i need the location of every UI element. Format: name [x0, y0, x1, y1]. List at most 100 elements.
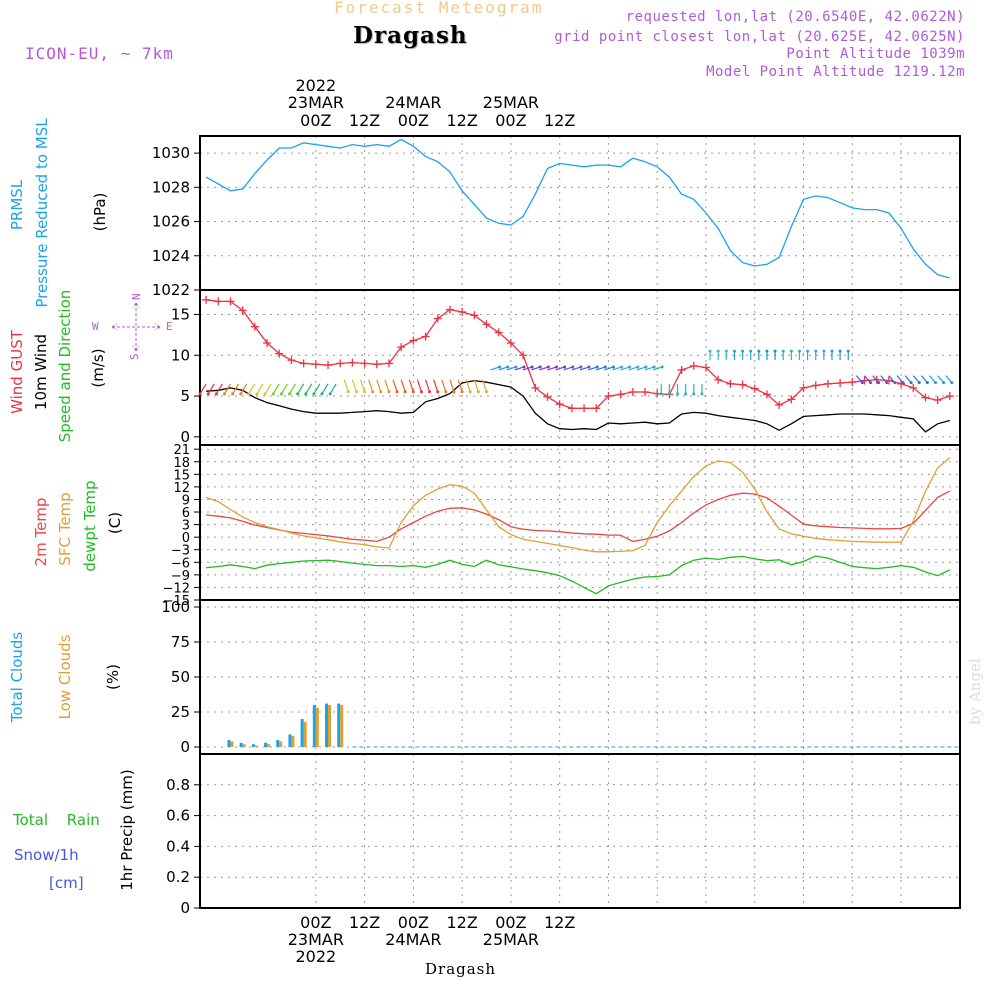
wind-arrow-head: [571, 365, 575, 369]
top-axis-label: 23MAR: [287, 93, 344, 112]
gust-point: [555, 400, 564, 409]
y-tick-label: 0: [180, 738, 190, 756]
wind-arrow: [359, 379, 366, 392]
wind-arrow: [368, 379, 374, 392]
wind-arrow-head: [773, 349, 777, 353]
wind-arrow-head: [395, 390, 399, 394]
series-line-sfc-temp: [205, 457, 951, 553]
wind-arrow-head: [860, 381, 864, 385]
bottom-axis-label: 25MAR: [482, 930, 540, 949]
low-clouds-bar: [291, 735, 295, 747]
wind-arrow: [652, 366, 663, 371]
y-tick-label: 21: [173, 443, 190, 458]
y-tick-label: 0.2: [166, 868, 190, 886]
gust-point: [275, 349, 284, 358]
wind-arrow-head: [484, 390, 488, 394]
y-tick-label: 6: [182, 506, 190, 521]
gust-point: [616, 390, 625, 399]
y-tick-label: 9: [182, 493, 190, 508]
wind-arrow-head: [595, 365, 599, 369]
wind-arrow-head: [428, 390, 432, 394]
low-clouds-bar: [279, 741, 283, 747]
bottom-axis-label: 23MAR: [287, 930, 344, 949]
gust-point: [482, 320, 491, 329]
y-tick-label: 0: [180, 899, 190, 917]
y-tick-label: 10: [171, 346, 190, 364]
wind-arrow-head: [222, 392, 226, 396]
top-axis-label: 00Z: [397, 111, 430, 130]
wind-arrow-head: [296, 392, 300, 396]
panel-frame: [199, 135, 961, 291]
wind-arrow: [547, 366, 557, 371]
wind-arrow-head: [263, 392, 267, 396]
temp-dewpt-label: dewpt Temp: [81, 480, 99, 571]
clouds-unit-label: (%): [104, 664, 122, 690]
wind-arrow: [490, 366, 500, 371]
wind-arrow-head: [452, 390, 456, 394]
wind-arrow-head: [546, 365, 550, 369]
gust-point: [409, 336, 418, 345]
wind-arrow-head: [279, 392, 283, 396]
wind-arrow: [449, 379, 455, 392]
wind-arrow: [223, 383, 231, 395]
wind-arrow-head: [587, 365, 591, 369]
wind-arrow-head: [950, 381, 954, 385]
wind-arrow: [579, 366, 590, 371]
wind-arrow-head: [684, 392, 688, 396]
wind-arrow-head: [749, 349, 753, 353]
gust-point: [324, 361, 333, 370]
wind-arrow: [937, 375, 945, 384]
requested-location: requested lon,lat (20.6540E, 42.0622N): [625, 9, 965, 25]
wind-arrow-head: [781, 349, 785, 353]
wind-unit-label: (m/s): [89, 348, 107, 387]
bottom-axis-label: 12Z: [446, 913, 478, 932]
wind-arrow-head: [660, 365, 664, 369]
y-tick-label: 0.6: [166, 807, 190, 825]
low-clouds-bar: [340, 705, 344, 747]
y-tick-label: 18: [173, 456, 190, 471]
model-name: ICON-EU, ~ 7km: [25, 44, 174, 63]
y-tick-label: 100: [161, 598, 190, 616]
y-tick-label: 0: [182, 531, 190, 546]
wind-arrow-head: [371, 390, 375, 394]
wind-arrow: [920, 375, 928, 384]
wind-arrow: [207, 383, 215, 395]
wind-arrow-head: [893, 381, 897, 385]
wind-speed-direction-label: Speed and Direction: [56, 290, 74, 443]
wind-arrow-head: [789, 349, 793, 353]
wind-arrow-head: [231, 392, 235, 396]
wind-arrow-head: [917, 381, 921, 385]
gust-point: [592, 404, 601, 413]
wind-arrow: [880, 375, 888, 384]
wind-arrow-head: [411, 390, 415, 394]
precip-axis-label: 1hr Precip (mm): [118, 769, 136, 890]
bottom-axis-label: 00Z: [495, 913, 527, 932]
wind-arrow-head: [498, 365, 502, 369]
low-clouds-bar: [242, 744, 246, 747]
total-clouds-bar: [337, 703, 341, 747]
wind-arrow-head: [716, 349, 720, 353]
wind-arrow-head: [603, 365, 607, 369]
wind-arrow-head: [214, 392, 218, 396]
precip-cm-label: [cm]: [49, 874, 84, 892]
gust-point: [384, 359, 393, 368]
gust-point: [811, 381, 820, 390]
wind-arrow-head: [814, 349, 818, 353]
gust-point: [799, 383, 808, 392]
y-tick-label: −6: [171, 556, 190, 571]
gust-point: [860, 376, 869, 385]
y-tick-label: 0.4: [166, 837, 190, 855]
y-tick-label: 50: [171, 668, 190, 686]
wind-arrow-head: [403, 390, 407, 394]
wind-arrow: [506, 366, 517, 371]
panel-frame: [199, 444, 961, 601]
chart-subtitle: Forecast Meteogram: [334, 0, 544, 17]
wind-arrow: [264, 383, 272, 395]
wind-arrow: [215, 383, 223, 395]
y-tick-label: 1024: [152, 247, 190, 265]
wind-arrow-head: [538, 365, 542, 369]
wind-arrow: [408, 379, 414, 392]
panel-frame: [199, 753, 961, 909]
wind-arrow-head: [692, 392, 696, 396]
